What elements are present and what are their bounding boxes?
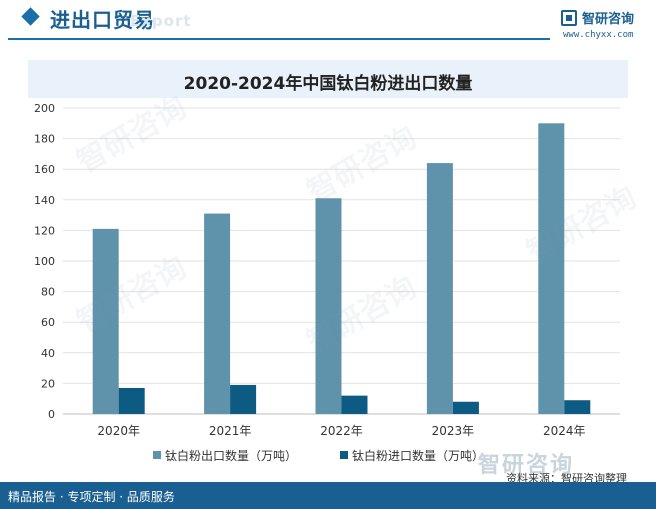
header-divider	[8, 38, 550, 40]
page-title: 进出口贸易	[50, 8, 155, 32]
import-bar	[230, 384, 257, 414]
x-tick-label: 2021年	[209, 424, 252, 438]
export-bar	[204, 213, 231, 414]
import-bar	[118, 387, 145, 414]
brand-logo-icon	[561, 10, 577, 26]
y-tick-label: 140	[34, 194, 55, 207]
legend-label-import: 钛白粉进口数量（万吨）	[352, 448, 484, 463]
x-tick-label: 2022年	[320, 424, 363, 438]
y-tick-label: 80	[41, 286, 55, 299]
import-bar	[564, 400, 591, 414]
y-tick-label: 160	[34, 163, 55, 176]
import-bar	[341, 395, 368, 414]
export-bar	[538, 123, 565, 415]
import-bar	[452, 401, 479, 414]
brand-name: 智研咨询	[582, 12, 635, 27]
export-bar	[426, 163, 453, 414]
chart-title: 2020-2024年中国钛白粉进出口数量	[183, 74, 473, 94]
y-tick-label: 120	[34, 224, 55, 237]
brand-url: www.chyxx.com	[563, 30, 634, 40]
header-watermark: Export	[130, 12, 192, 30]
y-tick-label: 60	[41, 316, 55, 329]
legend-swatch-export	[153, 451, 161, 459]
footer-slogan: 精品报告 · 专项定制 · 品质服务	[8, 490, 175, 504]
chart-panel: 2020-2024年中国钛白粉进出口数量 0 20 40 60 80 100 120 140 1…	[28, 60, 628, 474]
header-diamond-icon	[21, 7, 40, 26]
footer-watermark: 智研咨询	[478, 453, 575, 478]
bar-chart: 0 20 40 60 80 100 120 140 160 180 200 2020年 2021年 202…	[34, 102, 620, 463]
chart-title-band	[28, 60, 628, 98]
x-tick-label: 2020年	[97, 424, 140, 438]
page-header: 进出口贸易 Export 智研咨询 www.chyxx.com	[0, 0, 656, 40]
x-tick-label: 2023年	[432, 424, 475, 438]
y-tick-label: 20	[41, 377, 55, 390]
y-tick-label: 200	[34, 102, 55, 115]
x-tick-label: 2024年	[543, 424, 586, 438]
y-tick-label: 100	[34, 255, 55, 268]
source-note: 资料来源：智研咨询整理	[506, 472, 627, 485]
y-tick-label: 180	[34, 133, 55, 146]
legend-label-export: 钛白粉出口数量（万吨）	[165, 448, 297, 463]
export-bar	[92, 228, 119, 414]
export-bar	[315, 198, 342, 414]
legend-swatch-import	[340, 451, 348, 459]
footer-bar	[0, 482, 656, 509]
y-tick-label: 40	[41, 347, 55, 360]
y-tick-label: 0	[48, 408, 55, 421]
